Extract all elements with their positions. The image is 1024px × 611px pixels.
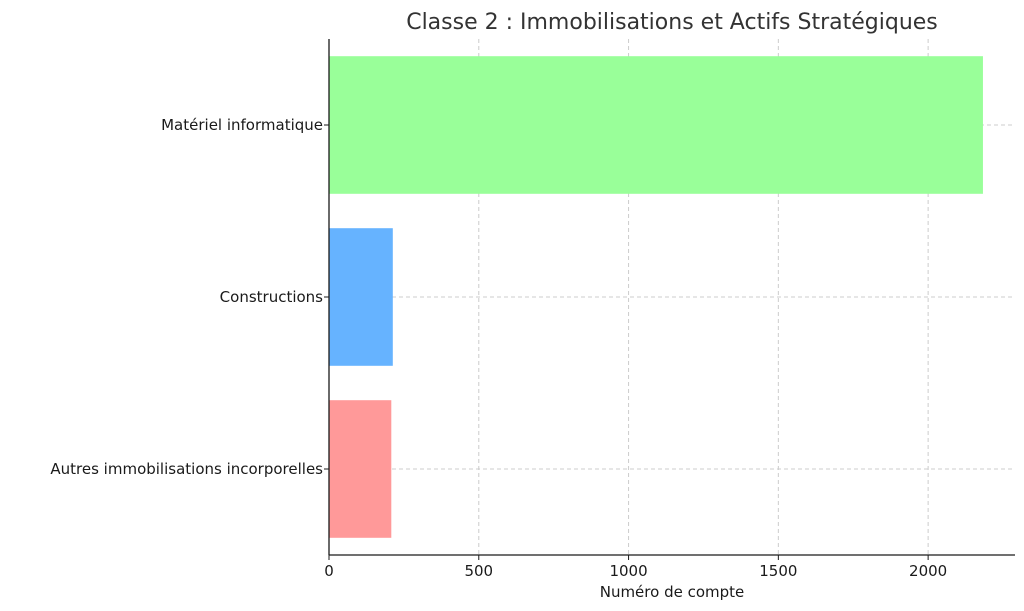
bar [329,56,983,194]
x-tick-label: 500 [464,562,493,580]
chart-title: Classe 2 : Immobilisations et Actifs Str… [406,10,938,35]
y-tick-label: Matériel informatique [161,116,323,134]
x-axis-label: Numéro de compte [600,583,745,601]
bars [329,56,983,538]
x-tick-label: 1000 [609,562,647,580]
y-axis-ticks: Autres immobilisations incorporelles Cons… [50,116,329,478]
bar [329,400,392,538]
y-tick-label: Constructions [220,288,324,306]
x-tick-label: 0 [324,562,334,580]
x-tick-label: 2000 [909,562,947,580]
x-tick-label: 1500 [759,562,797,580]
y-tick-label: Autres immobilisations incorporelles [50,460,323,478]
bar [329,228,393,366]
x-axis-ticks: 0 500 1000 1500 2000 [324,555,947,580]
